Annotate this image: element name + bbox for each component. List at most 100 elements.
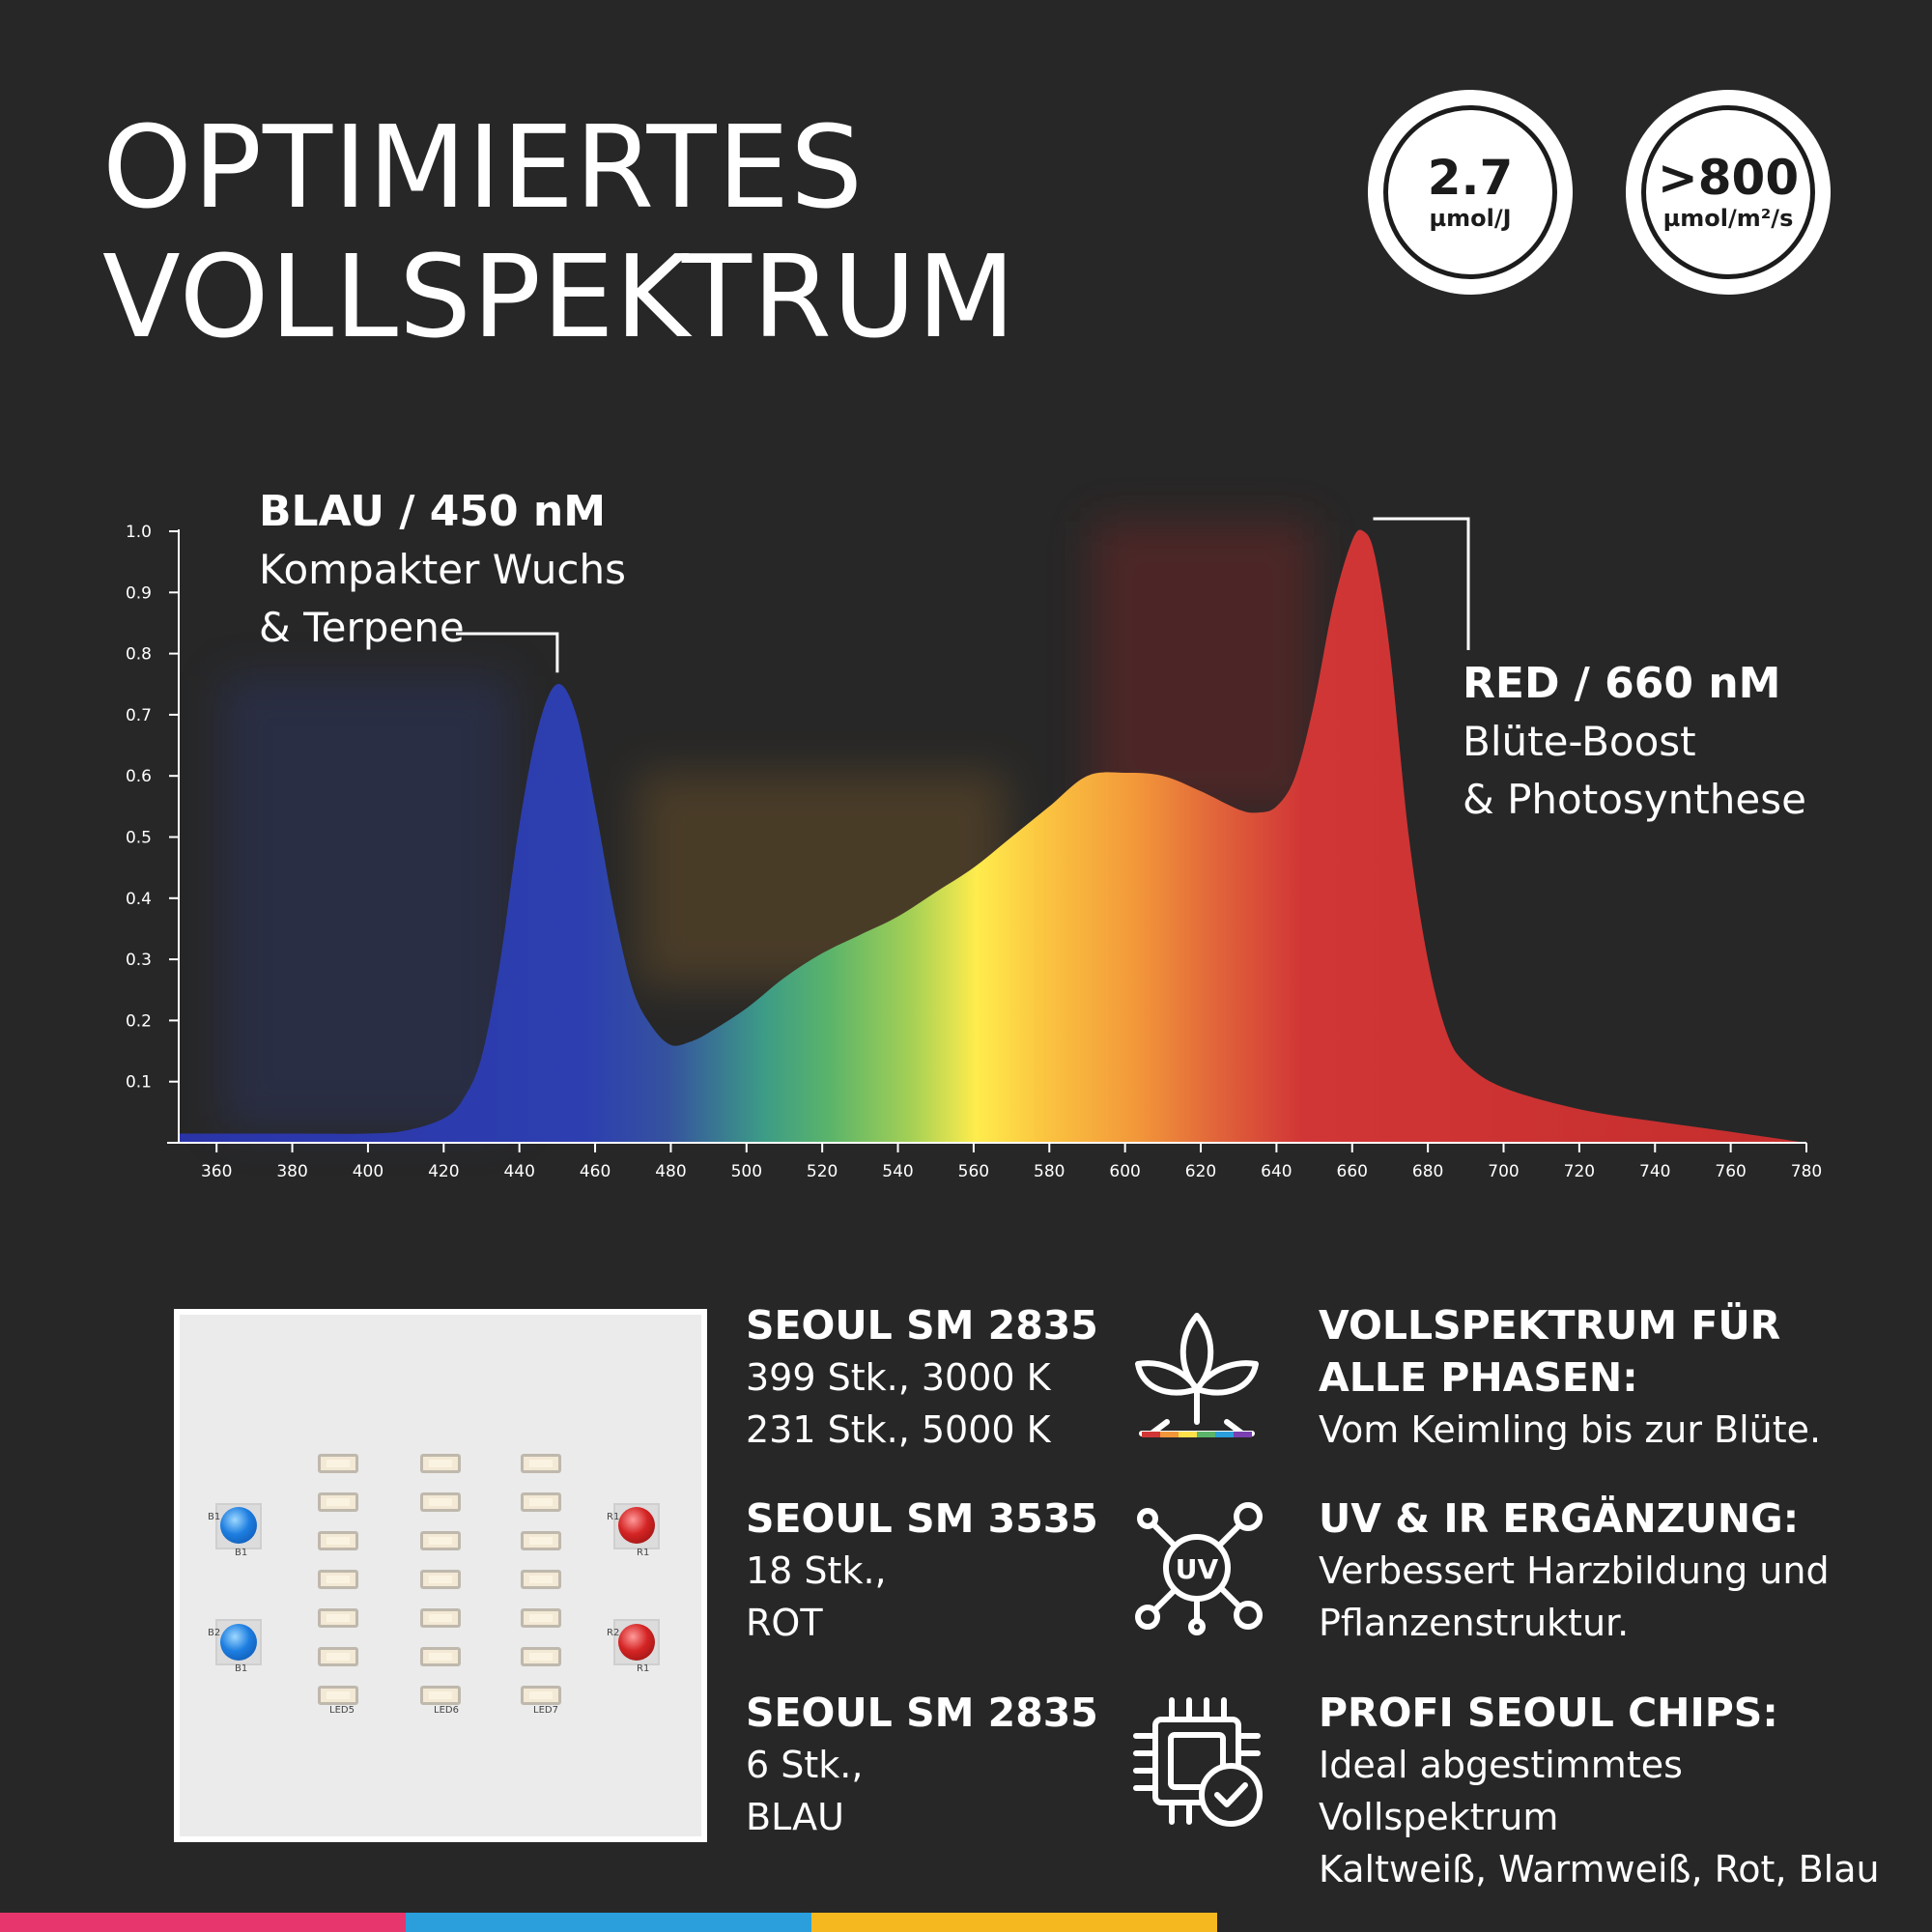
led-board-photo: B1 B1 B2 B1 R1 R1 R2 R1 LED5 LED6 LED7 bbox=[174, 1309, 707, 1842]
x-tick-label: 680 bbox=[1412, 1162, 1443, 1181]
blue-peak-annotation: BLAU / 450 nM Kompakter Wuchs & Terpene bbox=[259, 483, 626, 657]
spec-line: ROT bbox=[746, 1602, 823, 1644]
spec-line: 6 Stk., bbox=[746, 1744, 864, 1786]
spec-block: SEOUL SM 2835 6 Stk., BLAU bbox=[746, 1687, 1098, 1843]
x-tick-label: 580 bbox=[1034, 1162, 1065, 1181]
smd-led bbox=[521, 1570, 561, 1589]
feature-heading: PROFI SEOUL CHIPS: bbox=[1319, 1690, 1778, 1736]
ppfd-badge: >800 µmol/m²/s bbox=[1626, 90, 1831, 295]
spectrum-chart: 0.1 0.2 0.3 0.4 0.5 0.6 0.7 0.8 0.9 1.0 360 380 400… bbox=[126, 517, 1822, 1181]
smd-led bbox=[420, 1570, 461, 1589]
y-tick-label: 0.4 bbox=[126, 890, 152, 909]
y-tick-label: 1.0 bbox=[126, 523, 152, 542]
blue-led bbox=[220, 1624, 257, 1661]
chip-check-icon bbox=[1133, 1697, 1263, 1827]
uv-icon-text: UV bbox=[1176, 1553, 1219, 1585]
x-tick-label: 720 bbox=[1564, 1162, 1595, 1181]
smd-led bbox=[420, 1686, 461, 1705]
x-tick-label: 540 bbox=[882, 1162, 913, 1181]
feature-heading: ALLE PHASEN: bbox=[1319, 1354, 1638, 1401]
feature-line: Ideal abgestimmtes Vollspektrum bbox=[1319, 1744, 1683, 1838]
feature-line: Kaltweiß, Warmweiß, Rot, Blau bbox=[1319, 1848, 1880, 1890]
spectrum-area bbox=[179, 529, 1806, 1143]
smd-led bbox=[420, 1647, 461, 1666]
feature-heading: VOLLSPEKTRUM FÜR bbox=[1319, 1302, 1781, 1349]
smd-led bbox=[318, 1492, 358, 1512]
led-ref-label: B1 bbox=[208, 1512, 221, 1522]
y-tick-label: 0.8 bbox=[126, 645, 152, 665]
page-title: OPTIMIERTES VOLLSPEKTRUM bbox=[102, 102, 1016, 361]
x-tick-label: 440 bbox=[503, 1162, 534, 1181]
smd-led bbox=[318, 1608, 358, 1628]
ppfd-value: >800 bbox=[1657, 150, 1800, 206]
y-tick-label: 0.9 bbox=[126, 583, 152, 603]
feature-line: Verbessert Harzbildung und bbox=[1319, 1549, 1830, 1592]
chart-glow bbox=[222, 522, 1314, 1130]
y-tick-label: 0.2 bbox=[126, 1011, 152, 1031]
red-peak-leader bbox=[1373, 517, 1470, 650]
spec-block: SEOUL SM 2835 399 Stk., 3000 K 231 Stk.,… bbox=[746, 1299, 1098, 1456]
led-ref-label: B2 bbox=[208, 1628, 221, 1638]
feature-block: PROFI SEOUL CHIPS: Ideal abgestimmtes Vo… bbox=[1319, 1687, 1932, 1895]
smd-led bbox=[521, 1454, 561, 1473]
y-tick-label: 0.5 bbox=[126, 829, 152, 848]
ppfd-unit: µmol/m²/s bbox=[1662, 205, 1794, 232]
smd-led bbox=[521, 1647, 561, 1666]
feature-line: Vom Keimling bis zur Blüte. bbox=[1319, 1408, 1822, 1451]
smd-column-label: LED7 bbox=[533, 1705, 558, 1716]
feature-block: UV & IR ERGÄNZUNG: Verbessert Harzbildun… bbox=[1319, 1492, 1830, 1649]
efficiency-unit: µmol/J bbox=[1429, 205, 1512, 232]
red-peak-heading: RED / 660 nM bbox=[1463, 659, 1781, 708]
y-tick-label: 0.3 bbox=[126, 951, 152, 970]
smd-led bbox=[521, 1492, 561, 1512]
smd-led bbox=[318, 1454, 358, 1473]
smd-led bbox=[318, 1647, 358, 1666]
smd-led bbox=[318, 1570, 358, 1589]
x-tick-label: 740 bbox=[1639, 1162, 1670, 1181]
x-tick-label: 600 bbox=[1109, 1162, 1140, 1181]
spec-line: BLAU bbox=[746, 1796, 844, 1838]
smd-led bbox=[521, 1608, 561, 1628]
smd-column-label: LED5 bbox=[329, 1705, 355, 1716]
led-ref-label: R2 bbox=[607, 1628, 620, 1638]
x-tick-label: 520 bbox=[807, 1162, 838, 1181]
blue-peak-heading: BLAU / 450 nM bbox=[259, 487, 606, 536]
blue-peak-line: Kompakter Wuchs bbox=[259, 546, 626, 593]
x-tick-label: 560 bbox=[958, 1162, 989, 1181]
spec-line: 399 Stk., 3000 K bbox=[746, 1356, 1051, 1399]
led-ref-label: R1 bbox=[607, 1512, 620, 1522]
x-tick-label: 400 bbox=[353, 1162, 384, 1181]
x-tick-label: 780 bbox=[1791, 1162, 1822, 1181]
x-tick-label: 360 bbox=[201, 1162, 232, 1181]
smd-led bbox=[420, 1531, 461, 1550]
red-peak-line: & Photosynthese bbox=[1463, 776, 1806, 823]
plant-icon bbox=[1135, 1313, 1259, 1437]
badge-ring: 2.7 µmol/J bbox=[1383, 105, 1557, 279]
smd-led bbox=[318, 1531, 358, 1550]
spec-heading: SEOUL SM 2835 bbox=[746, 1302, 1098, 1349]
smd-led bbox=[521, 1686, 561, 1705]
x-tick-label: 460 bbox=[580, 1162, 611, 1181]
efficiency-value: 2.7 bbox=[1427, 150, 1514, 206]
x-tick-label: 760 bbox=[1715, 1162, 1746, 1181]
feature-heading: UV & IR ERGÄNZUNG: bbox=[1319, 1495, 1800, 1542]
blue-led bbox=[220, 1507, 257, 1544]
title-line-1: OPTIMIERTES bbox=[102, 100, 865, 234]
spec-block: SEOUL SM 3535 18 Stk., ROT bbox=[746, 1492, 1098, 1649]
x-tick-label: 620 bbox=[1185, 1162, 1216, 1181]
y-tick-label: 0.6 bbox=[126, 767, 152, 786]
spec-line: 231 Stk., 5000 K bbox=[746, 1408, 1051, 1451]
x-tick-label: 640 bbox=[1261, 1162, 1292, 1181]
blue-peak-line: & Terpene bbox=[259, 604, 465, 651]
spec-heading: SEOUL SM 3535 bbox=[746, 1495, 1098, 1542]
y-tick-label: 0.7 bbox=[126, 706, 152, 725]
efficiency-badge: 2.7 µmol/J bbox=[1368, 90, 1573, 295]
uv-molecule-icon: UV bbox=[1135, 1502, 1263, 1635]
feature-line: Pflanzenstruktur. bbox=[1319, 1602, 1630, 1644]
y-ticks: 0.1 0.2 0.3 0.4 0.5 0.6 0.7 0.8 0.9 1.0 bbox=[126, 523, 179, 1093]
smd-led bbox=[318, 1686, 358, 1705]
badge-ring: >800 µmol/m²/s bbox=[1641, 105, 1815, 279]
led-ref-label: B1 bbox=[235, 1663, 248, 1674]
red-peak-annotation: RED / 660 nM Blüte-Boost & Photosynthese bbox=[1463, 655, 1806, 829]
x-tick-label: 660 bbox=[1337, 1162, 1368, 1181]
